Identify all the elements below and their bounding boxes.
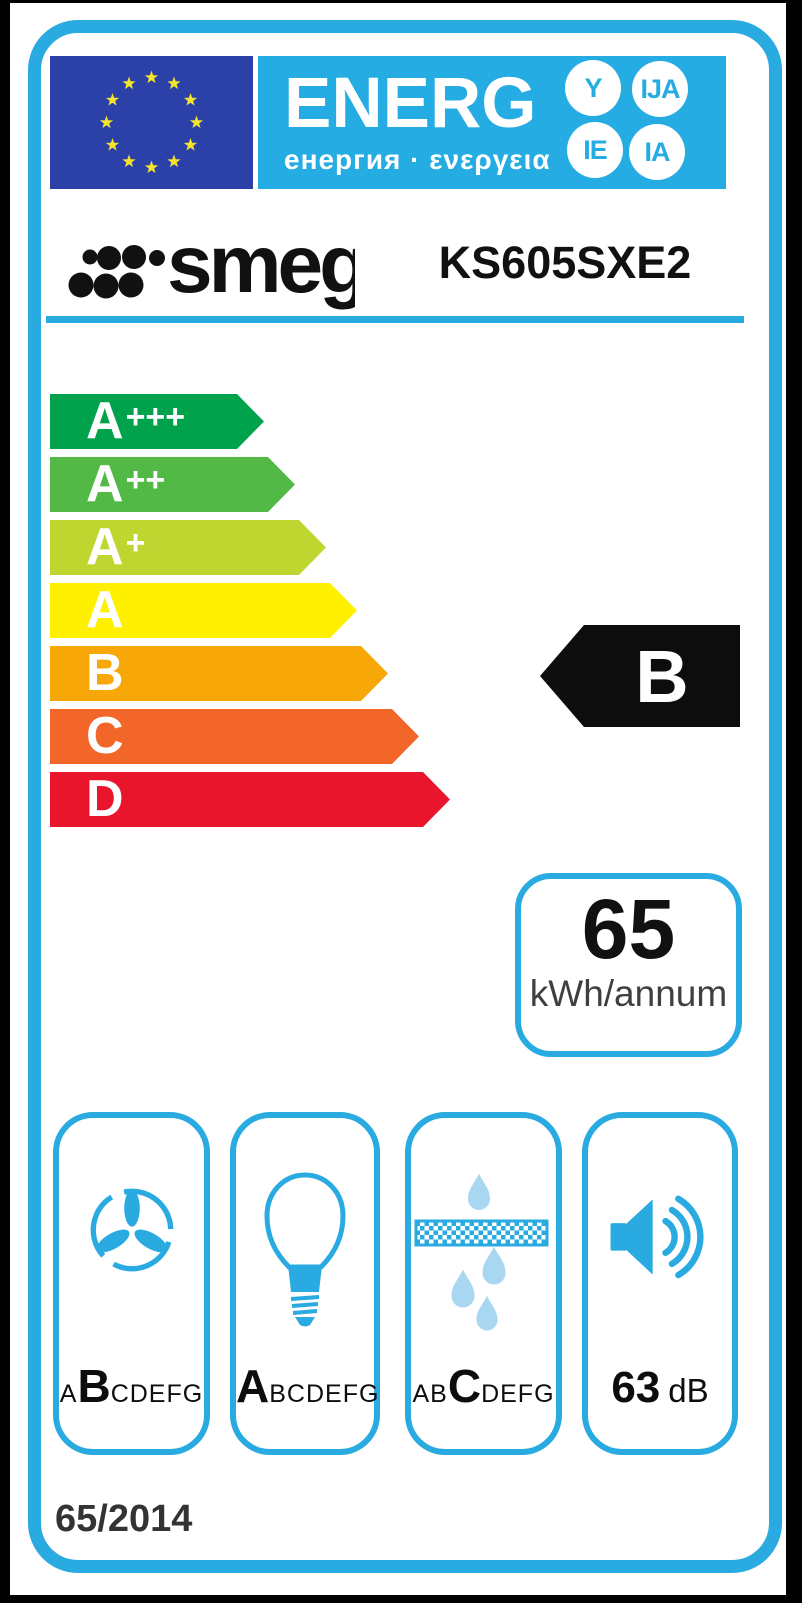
efficiency-arrow-4: A — [50, 583, 357, 638]
annual-energy-value: 65 — [581, 882, 676, 976]
energ-suffix-badge-ie: IE — [567, 122, 623, 178]
metric-grease-filtering-efficiency: ABCDEFG — [405, 1112, 562, 1455]
fluid-dynamic-class-label: ABCDEFG — [59, 1360, 204, 1412]
grease-filtering-class-label: ABCDEFG — [412, 1360, 555, 1412]
rating-class: B — [635, 634, 689, 718]
energ-suffix-badge-y: Y — [565, 60, 621, 116]
svg-text:smeg: smeg — [167, 225, 355, 310]
rating-arrow: B — [540, 625, 740, 727]
fan-icon — [90, 1188, 173, 1272]
metric-fluid-dynamic-efficiency: ABCDEFG — [53, 1112, 210, 1455]
metric-noise-level: 63 dB — [582, 1112, 738, 1455]
energ-suffix-badge-ija: IJA — [632, 61, 688, 117]
speaker-icon — [610, 1195, 704, 1279]
eu-stars-icon — [99, 70, 204, 174]
efficiency-arrow-6: C — [50, 709, 419, 764]
efficiency-arrow-1: A +++ — [50, 394, 264, 449]
energ-title: ENERG — [284, 64, 537, 143]
annual-energy-box: 65 kWh/annum — [515, 873, 742, 1057]
smeg-logo-icon: smeg — [68, 219, 369, 310]
eu-flag — [50, 56, 253, 189]
annual-energy-unit: kWh/annum — [529, 972, 728, 1014]
efficiency-arrow-5: B — [50, 646, 388, 701]
energ-header-panel: ENERG енергия · ενεργεια Y IJA IE IA — [258, 56, 726, 189]
brand-logo: smeg — [55, 219, 369, 315]
light-bulb-icon — [264, 1172, 346, 1327]
efficiency-arrow-2: A ++ — [50, 457, 295, 512]
model-number: KS605SXE2 — [438, 237, 692, 288]
metric-lighting-efficiency: ABCDEFG — [230, 1112, 380, 1455]
lighting-class-label: ABCDEFG — [236, 1360, 380, 1412]
label-border — [28, 20, 782, 1573]
energ-subtitle: енергия · ενεργεια — [284, 144, 551, 175]
filter-drops-icon — [414, 1173, 549, 1331]
noise-value-label: 63 dB — [611, 1363, 709, 1412]
efficiency-arrow-7: D — [50, 772, 450, 827]
header-divider — [46, 316, 744, 323]
efficiency-arrow-3: A + — [50, 520, 326, 575]
energ-suffix-badge-ia: IA — [629, 124, 685, 180]
regulation-number: 65/2014 — [55, 1498, 193, 1540]
